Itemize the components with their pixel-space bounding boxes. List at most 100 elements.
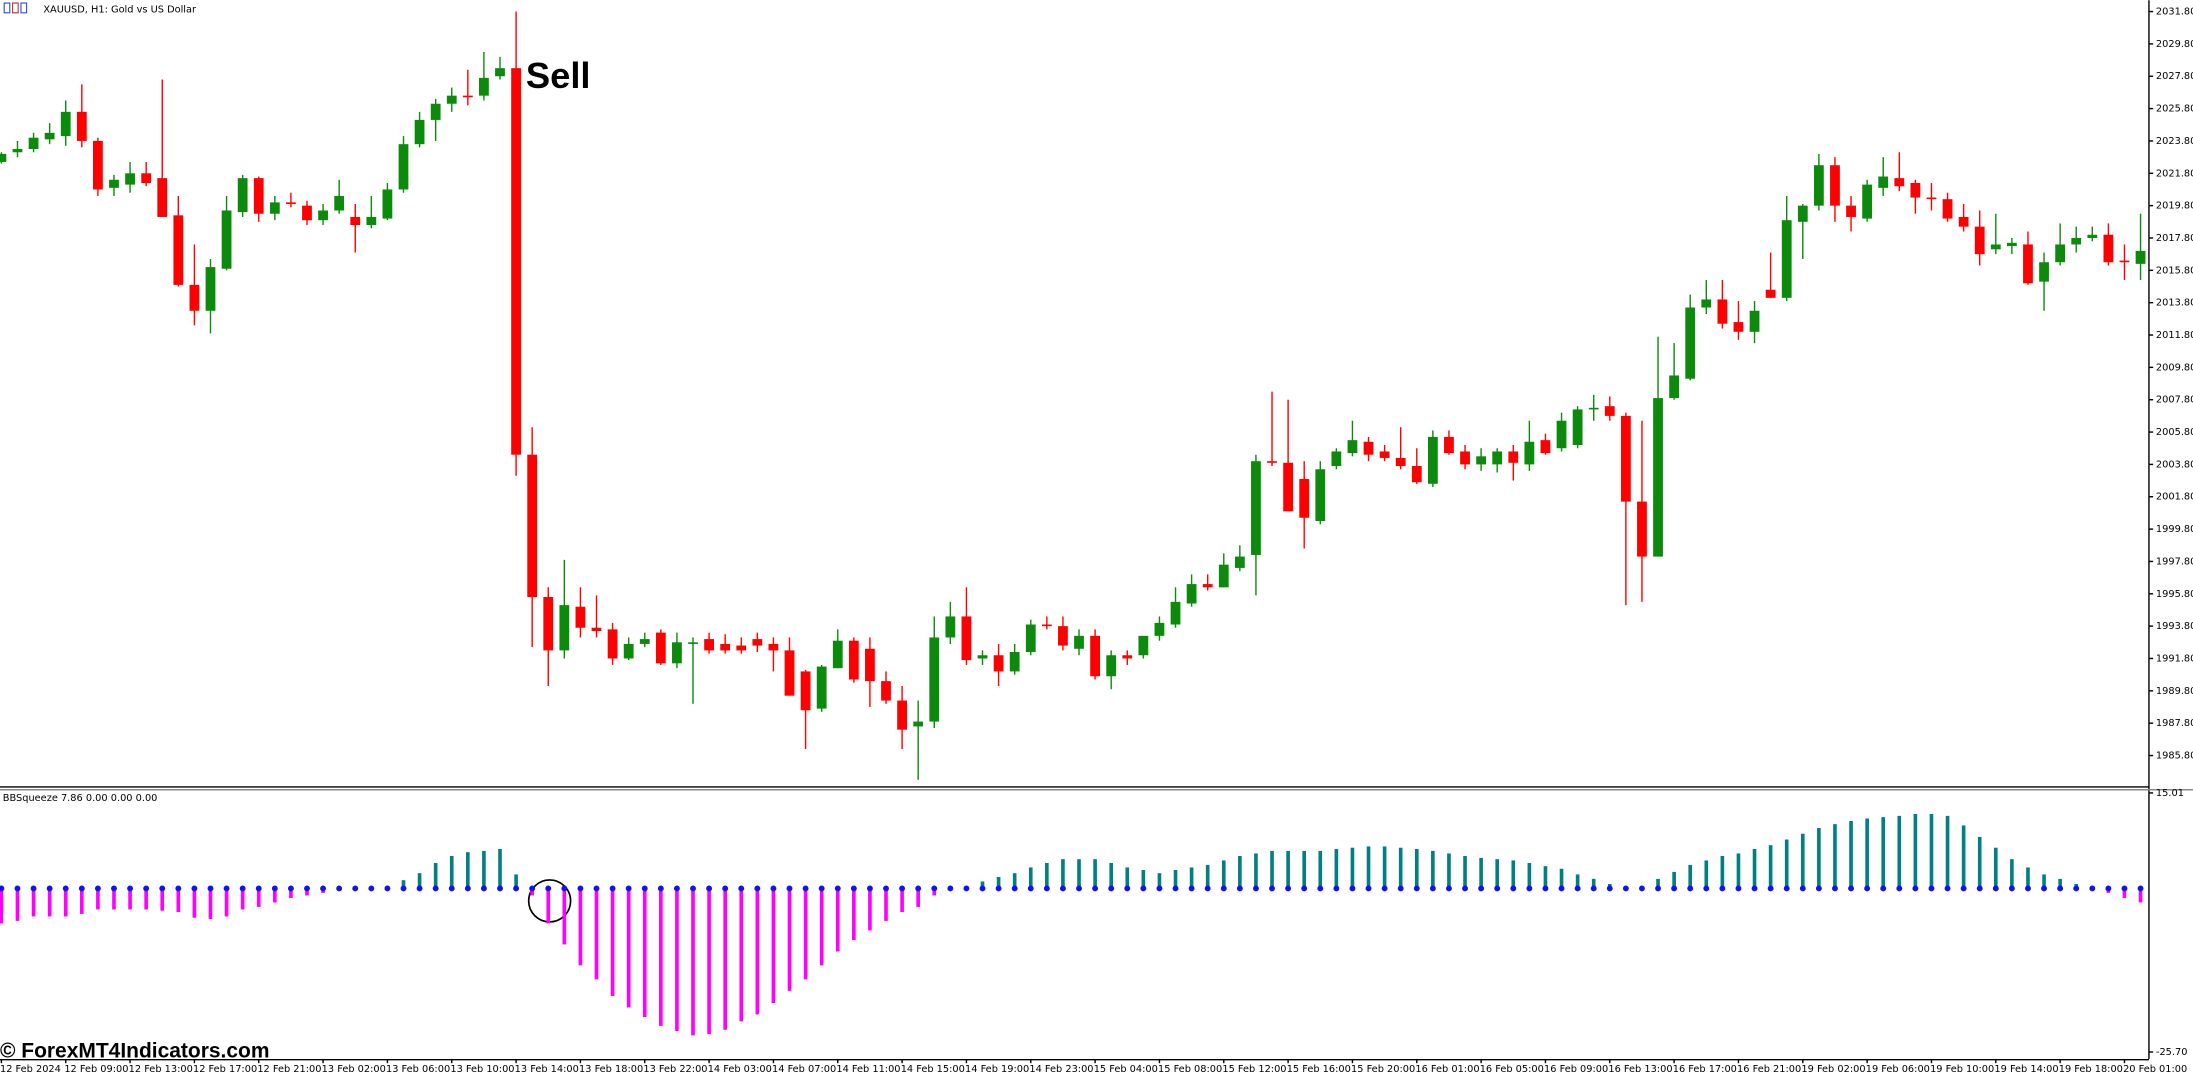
candle-body bbox=[800, 671, 811, 711]
candle-body bbox=[28, 137, 39, 150]
candle-body bbox=[237, 178, 248, 213]
squeeze-dot bbox=[2057, 885, 2064, 892]
y-tick-label: 1995.80 bbox=[2156, 589, 2193, 600]
candle-body bbox=[848, 640, 859, 680]
candle-body bbox=[318, 210, 328, 221]
x-tick-label: 15 Feb 12:00 bbox=[1222, 1064, 1286, 1075]
candle-body bbox=[511, 68, 521, 455]
squeeze-dot bbox=[1397, 885, 1404, 892]
squeeze-dot bbox=[706, 885, 713, 892]
candle-body bbox=[1910, 182, 1921, 198]
squeeze-dot bbox=[175, 885, 182, 892]
squeeze-dot bbox=[2105, 885, 2112, 892]
candle-body bbox=[559, 605, 570, 651]
squeeze-dot bbox=[593, 885, 600, 892]
y-tick-label: 2011.80 bbox=[2156, 330, 2193, 341]
squeeze-dot bbox=[1011, 885, 1018, 892]
y-tick-label: 2015.80 bbox=[2156, 265, 2193, 276]
squeeze-dot bbox=[30, 885, 37, 892]
squeeze-dot bbox=[1574, 885, 1581, 892]
squeeze-dot bbox=[1719, 885, 1726, 892]
squeeze-dot bbox=[1622, 885, 1629, 892]
y-tick-label: 2021.80 bbox=[2156, 168, 2193, 179]
candle-body bbox=[109, 179, 119, 188]
candle-body bbox=[1508, 451, 1519, 463]
squeeze-dot bbox=[963, 885, 970, 892]
candle-body bbox=[462, 95, 473, 98]
x-tick-label: 14 Feb 07:00 bbox=[772, 1064, 836, 1075]
x-tick-label: 19 Feb 06:00 bbox=[1866, 1064, 1930, 1075]
x-tick-label: 14 Feb 23:00 bbox=[1029, 1064, 1093, 1075]
squeeze-dot bbox=[62, 885, 69, 892]
y-tick-label: 1993.80 bbox=[2156, 621, 2193, 632]
squeeze-dot bbox=[1076, 885, 1082, 892]
symbol-title: XAUUSD, H1: Gold vs US Dollar bbox=[43, 4, 197, 15]
candle-body bbox=[2071, 237, 2082, 245]
candle-body bbox=[334, 195, 345, 211]
squeeze-dot bbox=[271, 885, 278, 892]
candle-body bbox=[1267, 461, 1277, 463]
squeeze-dot bbox=[400, 885, 407, 892]
squeeze-dot bbox=[577, 885, 584, 892]
y-tick-label: 1997.80 bbox=[2156, 556, 2193, 567]
squeeze-dot bbox=[497, 885, 503, 892]
candle-body bbox=[1090, 635, 1100, 677]
squeeze-dot bbox=[931, 885, 938, 892]
candle-body bbox=[961, 616, 972, 661]
squeeze-dot bbox=[545, 885, 552, 892]
squeeze-dot bbox=[1815, 885, 1822, 892]
y-tick-label: 1987.80 bbox=[2156, 718, 2193, 729]
squeeze-dot bbox=[1108, 885, 1115, 892]
candle-body bbox=[1653, 398, 1663, 557]
candle-body bbox=[752, 639, 763, 646]
squeeze-dot bbox=[1301, 885, 1308, 892]
candle-body bbox=[141, 173, 152, 183]
squeeze-dot bbox=[255, 885, 262, 892]
candle-body bbox=[1492, 451, 1503, 465]
candle-body bbox=[1749, 310, 1760, 332]
y-tick-label: 2023.80 bbox=[2156, 136, 2193, 147]
squeeze-dot bbox=[561, 885, 568, 892]
x-tick-label: 13 Feb 14:00 bbox=[515, 1064, 579, 1075]
candle-body bbox=[1813, 165, 1824, 206]
candle-body bbox=[2023, 244, 2033, 284]
squeeze-dot bbox=[1783, 885, 1790, 892]
candle-body bbox=[639, 639, 650, 644]
y-tick-label: 2005.80 bbox=[2156, 427, 2193, 438]
candle-body bbox=[302, 205, 312, 221]
candle-body bbox=[1685, 307, 1696, 379]
squeeze-dot bbox=[1703, 885, 1710, 892]
x-tick-label: 15 Feb 08:00 bbox=[1158, 1064, 1222, 1075]
candle-body bbox=[44, 132, 55, 140]
x-tick-label: 19 Feb 14:00 bbox=[1994, 1064, 2058, 1075]
candle-body bbox=[1556, 420, 1567, 449]
candle-body bbox=[1733, 322, 1744, 332]
candle-body bbox=[60, 111, 71, 137]
candle-body bbox=[623, 643, 634, 659]
squeeze-dot bbox=[1478, 885, 1485, 892]
squeeze-dot bbox=[1156, 885, 1163, 892]
squeeze-dot bbox=[1494, 885, 1501, 892]
candle-body bbox=[414, 119, 425, 145]
candle-body bbox=[76, 111, 87, 141]
candle-body bbox=[1395, 457, 1406, 467]
candle-body bbox=[1846, 205, 1856, 217]
squeeze-dot bbox=[1992, 885, 1999, 892]
candle-body bbox=[1781, 220, 1792, 298]
candle-body bbox=[688, 642, 698, 644]
squeeze-dot bbox=[223, 885, 230, 892]
x-tick-label: 13 Feb 02:00 bbox=[322, 1064, 386, 1075]
candle-body bbox=[430, 103, 441, 120]
squeeze-dot bbox=[1124, 885, 1131, 892]
x-tick-label: 16 Feb 17:00 bbox=[1673, 1064, 1737, 1075]
squeeze-dot bbox=[1446, 885, 1452, 892]
candles bbox=[0, 11, 2146, 780]
squeeze-dot bbox=[786, 885, 793, 892]
y-tick-label: 1985.80 bbox=[2156, 751, 2193, 762]
squeeze-dot bbox=[2089, 885, 2096, 892]
candle-body bbox=[1926, 197, 1937, 200]
y-tick-label: 1991.80 bbox=[2156, 653, 2193, 664]
x-tick-label: 12 Feb 2024 bbox=[0, 1064, 61, 1075]
candle-body bbox=[1717, 299, 1728, 324]
